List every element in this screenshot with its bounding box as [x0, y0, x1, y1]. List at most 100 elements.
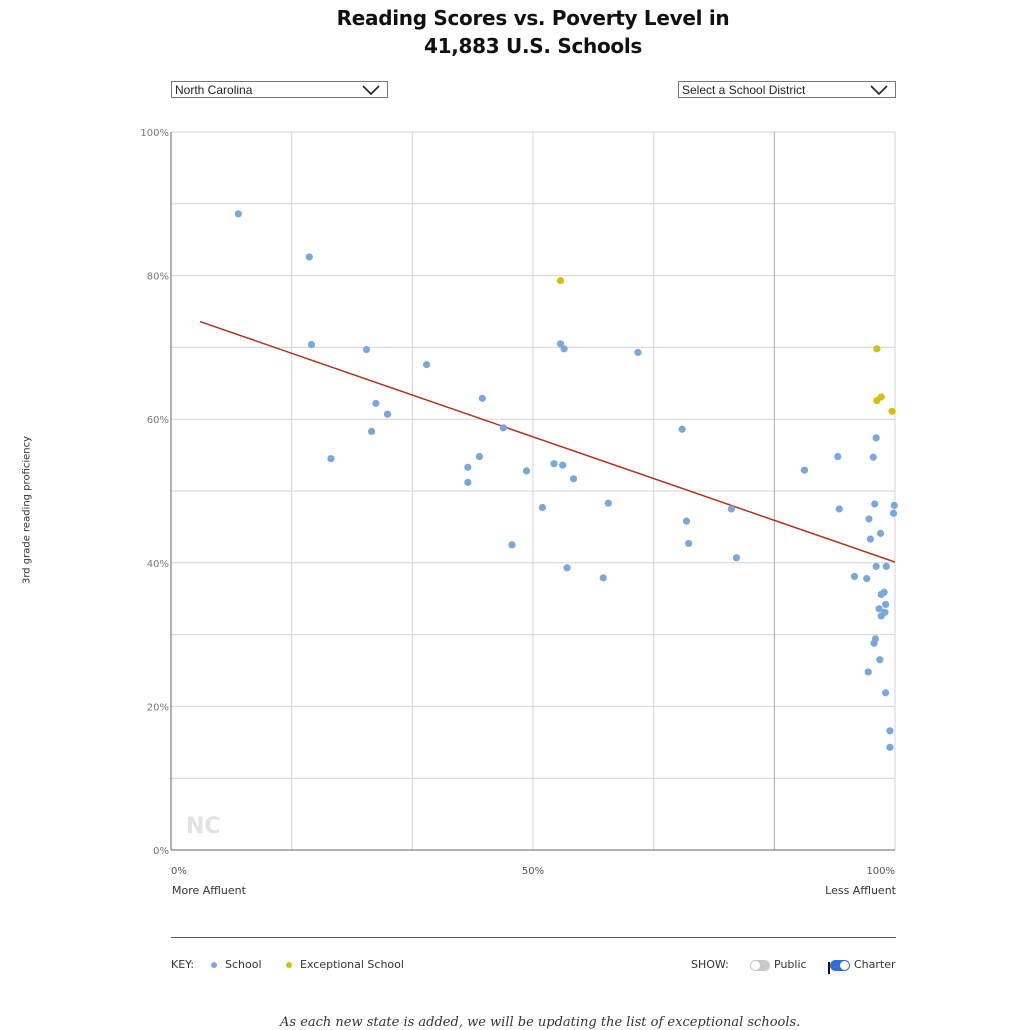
- legend-exceptional-label: Exceptional School: [300, 958, 404, 971]
- exceptional-school-point: [888, 407, 896, 415]
- school-point: [727, 505, 735, 513]
- school-point: [871, 500, 879, 508]
- state-watermark: NC: [186, 814, 221, 839]
- legend-item-exceptional: Exceptional School: [286, 958, 404, 971]
- school-point: [464, 463, 472, 471]
- school-point: [422, 361, 431, 369]
- text-cursor-icon: [828, 962, 830, 974]
- school-point: [383, 410, 392, 418]
- exceptional-dot-icon: [286, 962, 292, 968]
- school-point: [508, 541, 516, 549]
- charter-toggle[interactable]: [830, 960, 850, 971]
- district-select-value: Select a School District: [682, 83, 806, 97]
- x-axis-label-left: More Affluent: [172, 884, 246, 897]
- school-point: [850, 572, 859, 581]
- toggle-knob: [751, 961, 760, 970]
- legend-school-label: School: [225, 958, 262, 971]
- school-point: [550, 460, 558, 468]
- grid-lines: [170, 131, 896, 851]
- school-point: [685, 539, 693, 548]
- y-tick-label: 60%: [147, 415, 169, 426]
- exceptional-school-point: [556, 277, 565, 285]
- school-point: [367, 427, 376, 436]
- school-point: [556, 340, 565, 348]
- school-point: [881, 689, 890, 697]
- school-point: [890, 501, 898, 509]
- school-point: [835, 505, 843, 513]
- school-point: [604, 499, 612, 507]
- y-tick-label: 0%: [153, 846, 169, 857]
- chart-title: Reading Scores vs. Poverty Level in 41,8…: [0, 4, 1011, 60]
- school-point: [560, 345, 568, 353]
- school-point: [599, 574, 607, 582]
- divider: [171, 937, 896, 938]
- school-point: [372, 399, 380, 408]
- toggle-knob: [840, 961, 849, 970]
- school-point: [880, 588, 888, 596]
- charter-toggle-label: Charter: [854, 958, 896, 971]
- y-tick-label: 80%: [147, 272, 169, 283]
- exceptional-school-point: [877, 393, 885, 401]
- school-point: [889, 509, 898, 517]
- chart-title-line-1: Reading Scores vs. Poverty Level in: [336, 6, 730, 30]
- y-tick-label: 100%: [140, 128, 169, 139]
- school-point: [475, 452, 484, 461]
- legend-item-school: School: [211, 958, 262, 971]
- school-point: [865, 515, 873, 523]
- school-point: [863, 574, 871, 583]
- school-point: [305, 253, 313, 261]
- chevron-down-icon: [870, 85, 888, 96]
- school-point: [563, 564, 571, 572]
- district-select[interactable]: Select a School District: [678, 81, 896, 98]
- school-point: [886, 743, 894, 751]
- school-point: [876, 529, 885, 537]
- trendline-group: [199, 320, 896, 563]
- data-points: [234, 210, 898, 751]
- show-label: SHOW:: [691, 958, 729, 971]
- legend-key-label: KEY:: [171, 958, 195, 971]
- school-point: [866, 535, 874, 543]
- x-tick-label: 50%: [522, 866, 544, 877]
- school-point: [569, 475, 578, 483]
- school-point: [234, 210, 242, 218]
- school-point: [499, 424, 507, 432]
- school-point: [678, 425, 686, 433]
- y-tick-labels: 0% 20% 40% 60% 80% 100%: [140, 128, 169, 857]
- state-select[interactable]: North Carolina: [171, 81, 388, 98]
- y-tick-label: 20%: [147, 702, 169, 713]
- trendline: [199, 320, 896, 563]
- school-point: [682, 517, 691, 525]
- chevron-down-icon: [362, 85, 380, 96]
- school-point: [464, 478, 472, 486]
- school-point: [362, 345, 371, 354]
- school-point: [869, 453, 877, 461]
- school-point: [834, 452, 842, 461]
- exceptional-school-point: [873, 345, 881, 353]
- school-point: [559, 461, 567, 469]
- school-point: [886, 727, 894, 735]
- school-point: [875, 605, 883, 613]
- school-point: [634, 348, 642, 357]
- public-toggle[interactable]: [750, 960, 770, 971]
- school-point: [307, 340, 316, 349]
- school-point: [881, 608, 889, 616]
- public-toggle-label: Public: [774, 958, 807, 971]
- school-point: [881, 600, 890, 609]
- school-point: [800, 466, 809, 474]
- school-point: [522, 467, 531, 475]
- school-point: [870, 639, 878, 647]
- x-tick-label: 0%: [171, 866, 187, 877]
- school-point: [538, 503, 547, 512]
- school-point: [478, 394, 486, 402]
- school-point: [864, 668, 872, 676]
- x-axis-label-right: Less Affluent: [825, 884, 896, 897]
- school-point: [882, 562, 890, 570]
- school-point: [876, 656, 884, 664]
- school-point: [872, 562, 880, 570]
- state-select-value: North Carolina: [175, 83, 253, 97]
- chart-title-line-2: 41,883 U.S. Schools: [424, 34, 642, 58]
- school-dot-icon: [211, 962, 217, 968]
- y-tick-label: 40%: [147, 559, 169, 570]
- x-tick-labels: 0% 50% 100%: [171, 866, 895, 877]
- scatter-plot: 0% 20% 40% 60% 80% 100% 0% 50% 100% NC: [140, 128, 898, 877]
